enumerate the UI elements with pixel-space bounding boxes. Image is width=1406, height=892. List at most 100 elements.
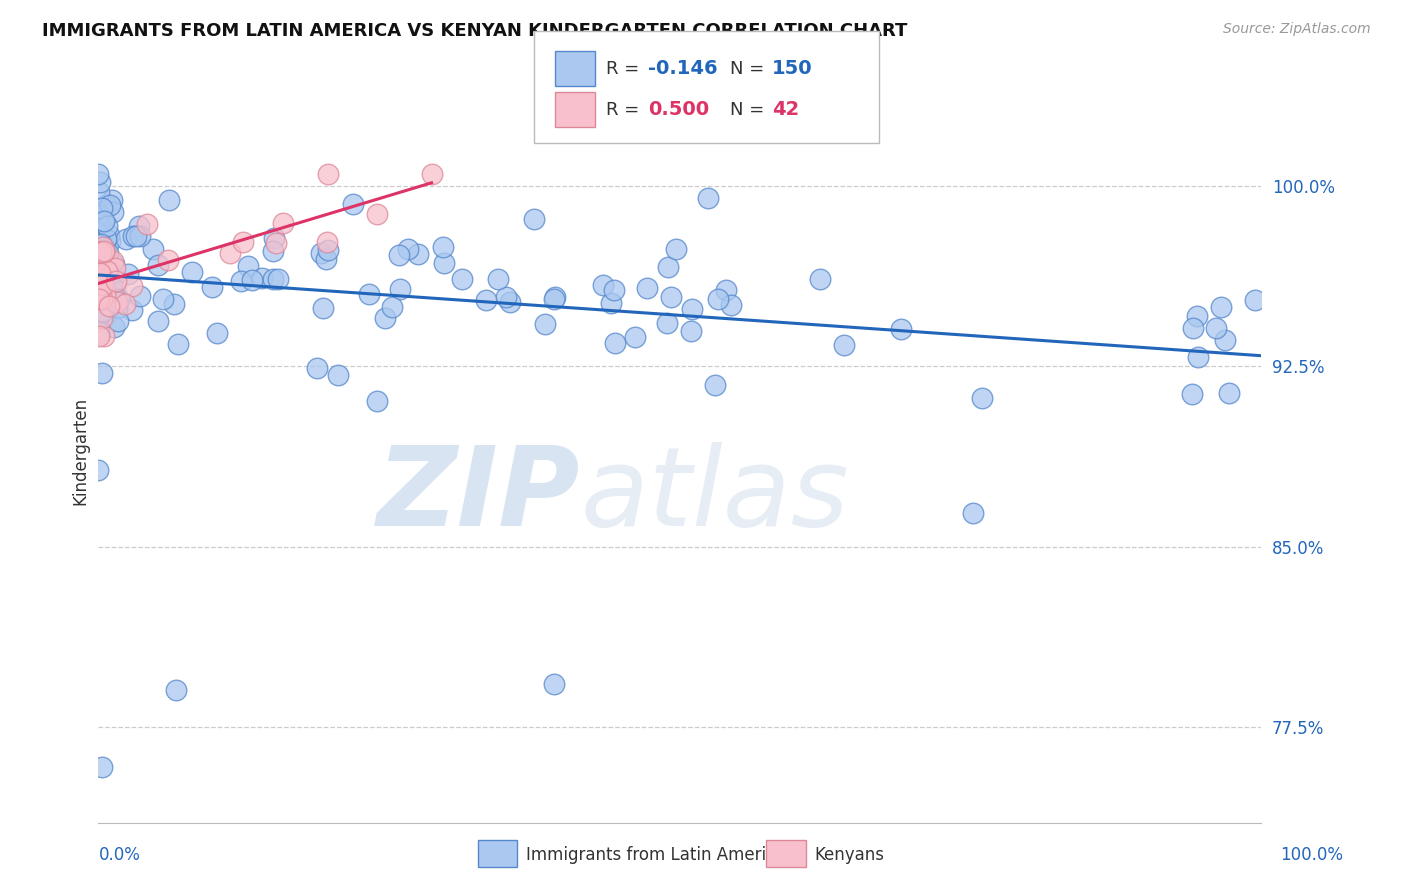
Point — [250, 271, 273, 285]
Point — [86, 269, 108, 284]
Point — [1181, 320, 1204, 334]
Point — [87, 214, 110, 228]
Point — [91, 303, 114, 318]
Point — [655, 316, 678, 330]
Point — [87, 294, 110, 309]
Point — [97, 245, 120, 260]
Point — [87, 255, 110, 269]
Point — [357, 287, 380, 301]
Point — [90, 236, 112, 251]
Point — [704, 377, 727, 392]
Point — [91, 249, 114, 263]
Point — [93, 274, 115, 288]
Point — [86, 253, 108, 268]
Point — [89, 295, 111, 310]
Point — [636, 281, 658, 295]
Point — [89, 186, 111, 200]
Point — [603, 336, 626, 351]
Point — [94, 232, 117, 246]
Point — [970, 391, 993, 405]
Point — [420, 167, 443, 181]
Text: N =: N = — [730, 60, 769, 78]
Point — [1187, 309, 1209, 323]
Point — [263, 231, 285, 245]
Point — [89, 270, 111, 285]
Point — [157, 194, 180, 208]
Point — [1181, 386, 1204, 401]
Point — [89, 265, 111, 279]
Point — [180, 264, 202, 278]
Point — [305, 360, 328, 375]
Text: 42: 42 — [772, 100, 799, 119]
Point — [432, 240, 454, 254]
Point — [100, 284, 122, 298]
Point — [486, 272, 509, 286]
Point — [388, 282, 411, 296]
Point — [94, 243, 117, 257]
Point — [105, 301, 128, 315]
Point — [451, 271, 474, 285]
Point — [543, 677, 565, 691]
Point — [94, 288, 117, 302]
Point — [93, 329, 115, 343]
Point — [104, 274, 127, 288]
Point — [142, 242, 165, 256]
Point — [962, 506, 984, 520]
Point — [263, 244, 285, 259]
Point — [136, 218, 159, 232]
Point — [681, 302, 703, 317]
Point — [238, 259, 260, 273]
Point — [89, 272, 111, 286]
Point — [163, 297, 186, 311]
Point — [240, 273, 263, 287]
Point — [90, 260, 112, 274]
Point — [1218, 386, 1240, 401]
Point — [86, 290, 108, 304]
Point — [366, 207, 388, 221]
Point — [406, 247, 429, 261]
Point — [107, 295, 129, 310]
Point — [101, 254, 124, 268]
Point — [103, 320, 125, 334]
Point — [93, 287, 115, 301]
Point — [86, 208, 108, 222]
Point — [103, 205, 125, 219]
Point — [91, 250, 114, 264]
Point — [318, 244, 340, 258]
Point — [104, 261, 127, 276]
Point — [93, 213, 115, 227]
Point — [87, 205, 110, 219]
Point — [808, 272, 831, 286]
Point — [681, 324, 703, 338]
Point — [396, 242, 419, 256]
Point — [1205, 320, 1227, 334]
Text: -0.146: -0.146 — [648, 59, 718, 78]
Point — [87, 291, 110, 305]
Point — [87, 259, 110, 273]
Point — [89, 175, 111, 189]
Point — [523, 211, 546, 226]
Point — [1213, 334, 1236, 348]
Point — [328, 368, 350, 382]
Text: atlas: atlas — [581, 442, 849, 549]
Point — [107, 292, 129, 306]
Text: R =: R = — [606, 101, 645, 119]
Point — [592, 278, 614, 293]
Point — [714, 283, 737, 297]
Point — [122, 229, 145, 244]
Point — [166, 336, 188, 351]
Point — [271, 215, 294, 229]
Point — [309, 246, 332, 260]
Point — [87, 276, 110, 290]
Point — [315, 252, 337, 266]
Point — [125, 228, 148, 243]
Point — [86, 463, 108, 477]
Point — [262, 271, 284, 285]
Point — [96, 264, 118, 278]
Point — [90, 366, 112, 380]
Point — [93, 237, 115, 252]
Point — [128, 219, 150, 233]
Point — [201, 280, 224, 294]
Point — [117, 267, 139, 281]
Point — [91, 214, 114, 228]
